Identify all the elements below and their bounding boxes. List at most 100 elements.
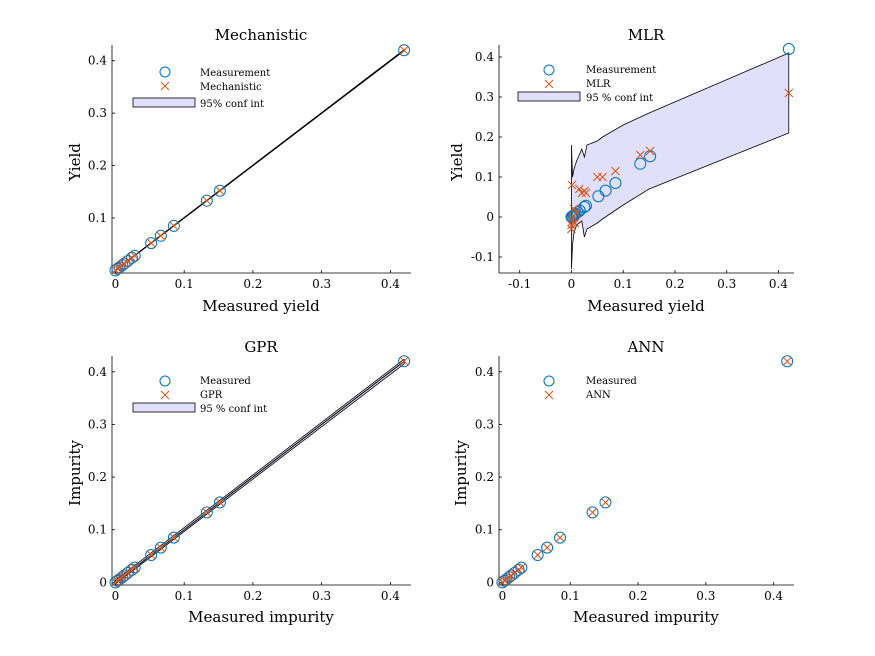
data-point-measured <box>200 506 213 519</box>
x-tick-label: 0 <box>499 589 507 603</box>
data-point-measured <box>200 194 213 207</box>
data-point-predicted <box>570 218 580 228</box>
data-point-predicted <box>130 563 140 572</box>
x-tick-label: 0 <box>568 277 576 291</box>
chart-title: MLR <box>628 26 665 44</box>
legend-marker-prediction <box>544 79 554 89</box>
data-point-predicted <box>784 88 794 98</box>
legend: Measured ANN <box>585 376 637 401</box>
data-point-measured <box>586 506 599 519</box>
y-tick-label: -0.1 <box>471 250 494 264</box>
data-point-predicted <box>156 231 166 241</box>
x-tick-label: 0.2 <box>665 277 684 291</box>
legend-marker-measurement <box>159 375 171 387</box>
legend-label-prediction: GPR <box>200 390 223 401</box>
data-point-predicted <box>130 251 140 261</box>
data-point-predicted <box>588 507 597 517</box>
legend-label-measurement: Measured <box>586 376 637 387</box>
data-point-predicted <box>202 196 212 206</box>
data-point-predicted <box>215 186 225 196</box>
x-tick-label: 0.2 <box>628 589 647 603</box>
data-point-predicted <box>146 238 156 248</box>
data-point-predicted <box>146 550 156 560</box>
legend-label-measurement: Measurement <box>586 65 656 76</box>
data-point-predicted <box>555 533 565 542</box>
x-tick-label: 0.4 <box>769 277 788 291</box>
data-point-predicted <box>156 543 166 552</box>
data-point-measured <box>634 157 647 170</box>
y-tick-label: 0.2 <box>88 159 107 173</box>
legend: Measurement Mechanistic 95% conf int <box>200 68 270 110</box>
x-tick-label: 0.3 <box>312 589 331 603</box>
y-tick-label: 0.4 <box>88 54 107 68</box>
x-tick-label: 0.4 <box>381 589 400 603</box>
data-point-measured <box>531 548 544 561</box>
y-tick-label: 0.1 <box>88 523 107 537</box>
x-axis-label: Measured yield <box>202 297 320 315</box>
plot-area: 0 0.1 0.2 0.3 0.4 0.1 0.2 0.3 0.4 <box>88 44 411 291</box>
data-point-predicted <box>598 172 607 182</box>
data-point-predicted <box>645 146 655 156</box>
x-tick-label: 0.2 <box>243 277 262 291</box>
x-axis-label: Measured yield <box>587 297 705 315</box>
y-axis-label: Yield <box>448 143 466 182</box>
y-tick-label: 0.1 <box>88 211 107 225</box>
x-tick-label: 0.3 <box>717 277 736 291</box>
data-point-predicted <box>567 224 576 234</box>
data-point-predicted <box>169 221 179 231</box>
data-point-predicted <box>782 356 792 366</box>
plot-area: 0 0.1 0.2 0.3 0.4 0 0.1 0.2 0.3 0.4 <box>475 355 794 603</box>
panel-gpr: 0 0.1 0.2 0.3 0.4 0 0.1 0.2 0.3 0.4 GPR Measured … <box>66 338 411 626</box>
data-point-measured <box>579 199 592 212</box>
data-point-measured <box>167 219 180 232</box>
legend-label-prediction: ANN <box>585 390 611 401</box>
legend-label-prediction: Mechanistic <box>200 82 262 93</box>
x-tick-label: 0.4 <box>764 589 783 603</box>
x-tick-label: 0.1 <box>175 589 194 603</box>
data-point-measured <box>578 201 591 213</box>
x-tick-label: 0.2 <box>243 589 262 603</box>
legend-marker-conf-int <box>132 402 196 413</box>
data-point-predicted <box>202 507 212 517</box>
data-point-predicted <box>574 184 584 194</box>
x-tick-label: 0.1 <box>175 277 194 291</box>
data-point-predicted <box>542 543 552 552</box>
data-point-measured <box>145 548 158 561</box>
y-tick-label: 0.2 <box>475 130 494 144</box>
y-tick-label: 0.3 <box>88 106 107 120</box>
data-point-predicted <box>533 550 543 560</box>
x-tick-label: -0.1 <box>508 277 531 291</box>
y-tick-label: 0 <box>486 575 494 589</box>
y-tick-label: 0.3 <box>475 417 494 431</box>
x-tick-label: 0.1 <box>561 589 580 603</box>
data-point-predicted <box>635 150 645 160</box>
legend-marker-conf-int <box>132 97 196 108</box>
x-tick-label: 0 <box>112 277 120 291</box>
y-tick-label: 0.1 <box>475 170 494 184</box>
legend: Measured GPR 95 % conf int <box>200 376 267 415</box>
legend-label-conf-int: 95 % conf int <box>586 93 653 104</box>
legend-label-conf-int: 95% conf int <box>200 99 264 110</box>
y-tick-label: 0.4 <box>475 365 494 379</box>
chart-title: Mechanistic <box>215 26 308 44</box>
data-point-measured <box>609 177 622 189</box>
y-tick-label: 0.1 <box>475 523 494 537</box>
legend-marker-measurement <box>543 64 555 76</box>
x-tick-label: 0.3 <box>696 589 715 603</box>
x-tick-label: 0.3 <box>312 277 331 291</box>
data-point-predicted <box>572 208 581 218</box>
data-point-measured <box>145 237 158 250</box>
panel-ann: 0 0.1 0.2 0.3 0.4 0 0.1 0.2 0.3 0.4 ANN Measured … <box>452 338 794 626</box>
data-point-predicted <box>581 188 591 198</box>
data-point-measured <box>599 496 612 509</box>
plot-area: 0 0.1 0.2 0.3 0.4 0 0.1 0.2 0.3 0.4 <box>88 355 411 603</box>
legend-label-measurement: Measurement <box>200 68 270 79</box>
panel-mlr: -0.1 0 0.1 0.2 0.3 0.4 -0.1 0 0.1 0.2 0.3 0.4 MLR M… <box>448 26 795 315</box>
data-point-predicted <box>510 568 519 578</box>
x-tick-label: 0 <box>112 589 120 603</box>
y-tick-label: 0.3 <box>475 90 494 104</box>
data-point-measured <box>541 541 554 554</box>
data-point-measured <box>398 44 411 57</box>
legend-label-measurement: Measured <box>200 376 251 387</box>
legend-marker-prediction <box>160 390 170 400</box>
